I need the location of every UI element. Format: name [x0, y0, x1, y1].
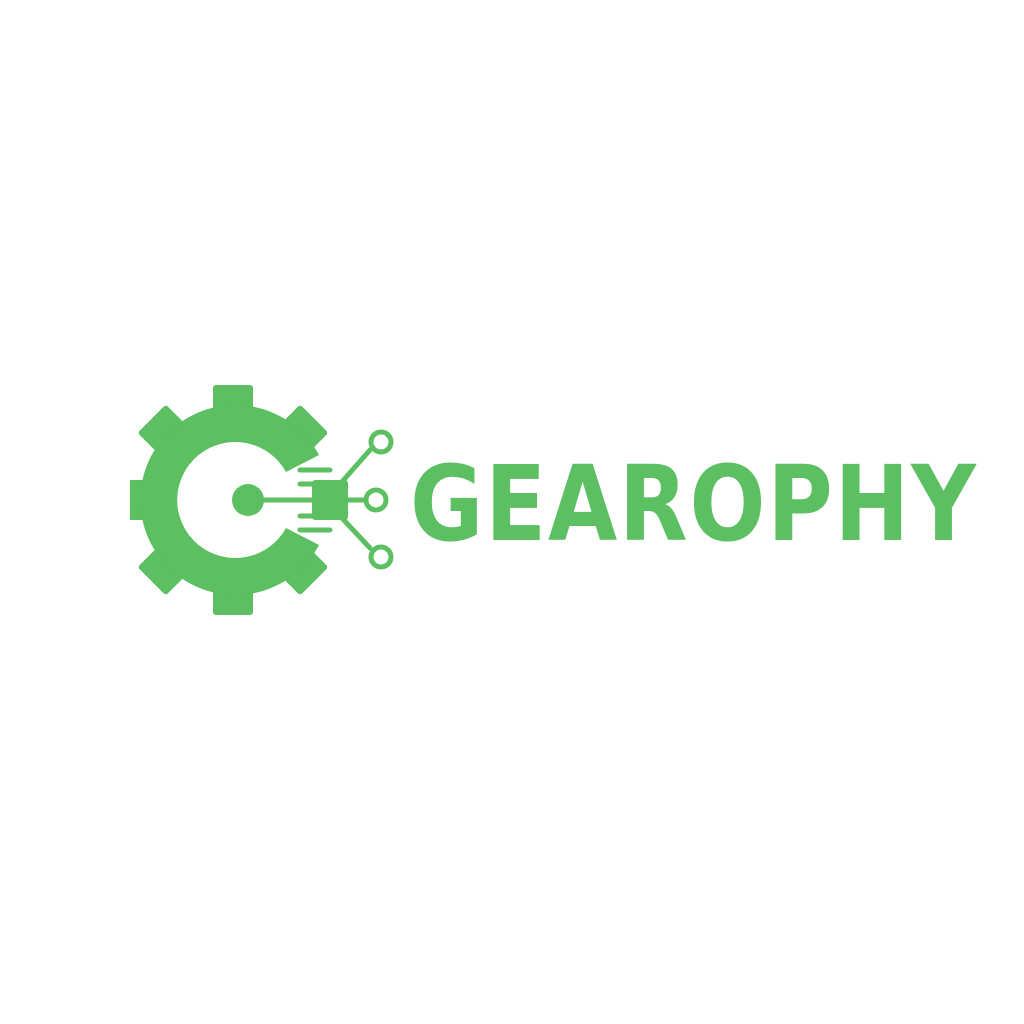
gear-circuit-icon: [130, 385, 394, 615]
brand-name: GEAROPHY: [410, 443, 978, 565]
